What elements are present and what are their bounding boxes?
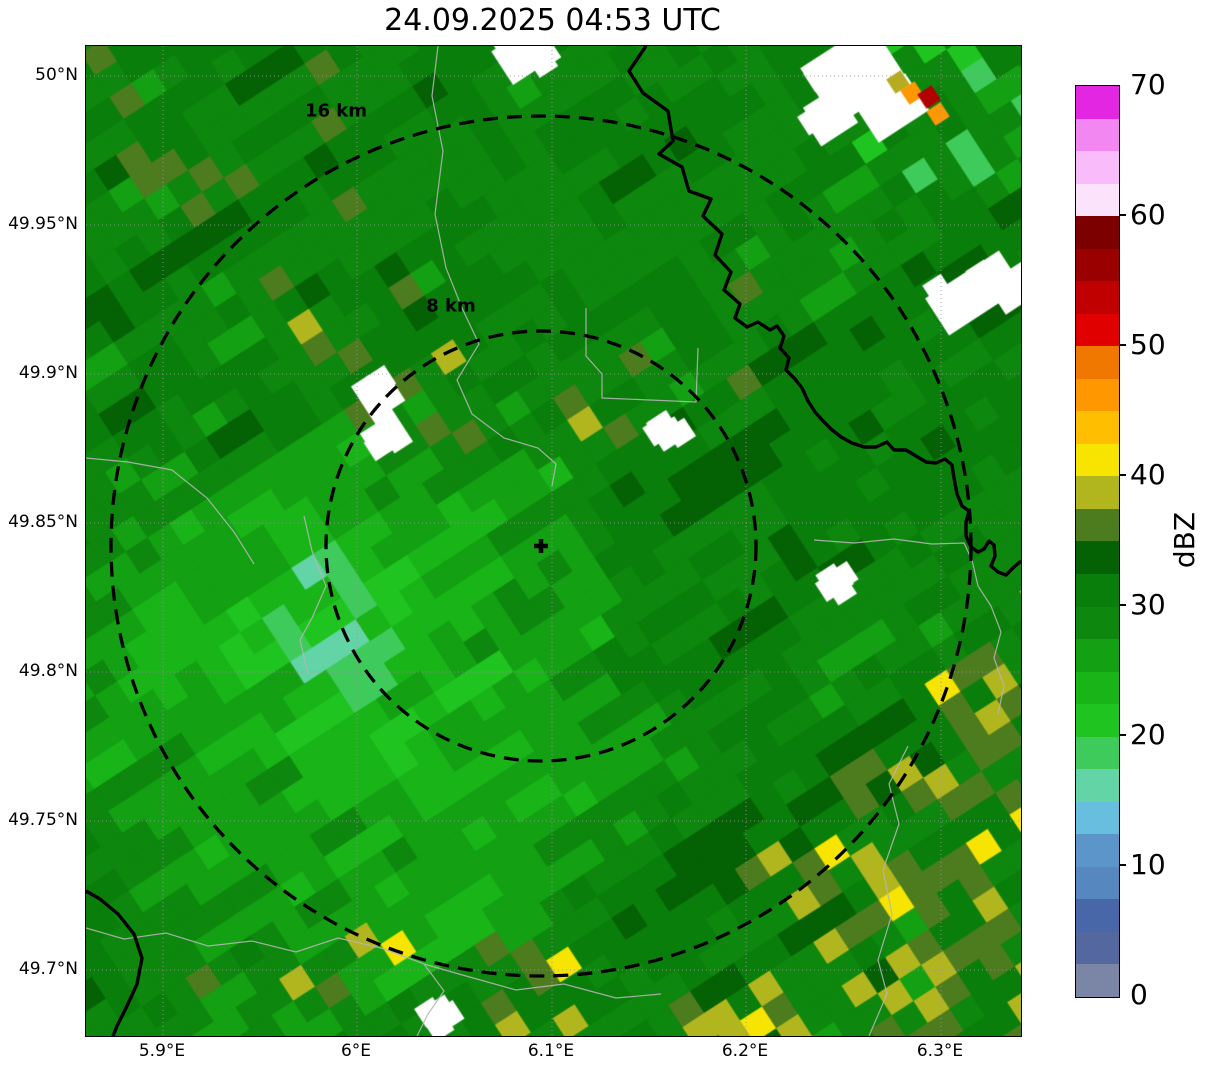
colorbar-swatch <box>1076 346 1119 379</box>
lat-tick-label: 49.9°N <box>18 363 78 383</box>
radar-map: 8 km 16 km <box>85 45 1022 1037</box>
country-border <box>627 46 1021 577</box>
colorbar-swatch <box>1076 671 1119 705</box>
colorbar-swatch <box>1076 541 1119 574</box>
radar-site-marker <box>534 539 548 553</box>
lat-tick-label: 49.75°N <box>8 810 78 830</box>
colorbar-swatch <box>1076 313 1119 347</box>
colorbar-swatch <box>1076 606 1119 640</box>
colorbar-tick-label: 40 <box>1130 458 1166 491</box>
range-ring-8km <box>324 329 758 763</box>
colorbar-tick-mark <box>1119 864 1126 866</box>
colorbar-swatch <box>1076 573 1119 607</box>
river-line <box>585 308 699 403</box>
colorbar-swatch <box>1076 866 1119 900</box>
colorbar-swatch <box>1076 801 1119 835</box>
colorbar-swatch <box>1076 378 1119 412</box>
colorbar <box>1075 85 1120 998</box>
colorbar-swatch <box>1076 151 1119 184</box>
colorbar-tick-mark <box>1119 214 1126 216</box>
colorbar-swatch <box>1076 118 1119 152</box>
colorbar-swatch <box>1076 216 1119 249</box>
country-border <box>86 889 144 1036</box>
range-ring-label: 16 km <box>304 100 368 122</box>
map-overlay <box>86 46 1021 1036</box>
colorbar-swatch <box>1076 281 1119 314</box>
lat-tick-label: 50°N <box>35 65 78 85</box>
colorbar-tick-mark <box>1119 604 1126 606</box>
lat-tick-label: 49.8°N <box>18 661 78 681</box>
colorbar-swatch <box>1076 769 1119 802</box>
river-line <box>86 457 255 565</box>
lon-tick-label: 5.9°E <box>138 1041 186 1061</box>
range-ring-16km <box>109 114 973 978</box>
colorbar-tick-mark <box>1119 734 1126 736</box>
river-line <box>86 927 445 1036</box>
river-line <box>423 963 662 999</box>
colorbar-tick-label: 60 <box>1130 198 1166 231</box>
colorbar-swatch <box>1076 704 1119 737</box>
colorbar-tick-mark <box>1119 344 1126 346</box>
colorbar-swatch <box>1076 736 1119 770</box>
lon-tick-label: 6.1°E <box>527 1041 575 1061</box>
colorbar-swatch <box>1076 508 1119 542</box>
colorbar-swatch <box>1076 834 1119 867</box>
colorbar-swatch <box>1076 183 1119 217</box>
colorbar-swatch <box>1076 931 1119 965</box>
colorbar-tick-mark <box>1119 474 1126 476</box>
colorbar-swatch <box>1076 476 1119 509</box>
colorbar-swatch <box>1076 86 1119 119</box>
colorbar-tick-label: 10 <box>1130 848 1166 881</box>
river-line <box>868 745 909 1036</box>
lon-tick-label: 6.2°E <box>721 1041 769 1061</box>
lat-tick-label: 49.7°N <box>18 959 78 979</box>
lat-tick-label: 49.85°N <box>8 512 78 532</box>
colorbar-tick-label: 30 <box>1130 588 1166 621</box>
colorbar-swatch <box>1076 639 1119 672</box>
colorbar-swatch <box>1076 964 1119 997</box>
lat-tick-label: 49.95°N <box>8 214 78 234</box>
river-line <box>431 46 557 487</box>
colorbar-swatch <box>1076 443 1119 477</box>
colorbar-tick-label: 0 <box>1130 978 1148 1011</box>
colorbar-tick-label: 50 <box>1130 328 1166 361</box>
colorbar-tick-label: 20 <box>1130 718 1166 751</box>
lon-tick-label: 6.3°E <box>916 1041 964 1061</box>
colorbar-swatch <box>1076 899 1119 932</box>
figure-title: 24.09.2025 04:53 UTC <box>384 3 721 38</box>
radar-reflectivity-field <box>86 46 1021 1036</box>
river-line <box>299 515 327 675</box>
colorbar-swatch <box>1076 411 1119 444</box>
colorbar-axis-label: dBZ <box>1168 511 1201 569</box>
colorbar-swatch <box>1076 248 1119 282</box>
range-ring-label: 8 km <box>426 295 476 317</box>
lon-tick-label: 6°E <box>340 1041 372 1061</box>
colorbar-tick-label: 70 <box>1130 68 1166 101</box>
river-line <box>813 538 1005 715</box>
